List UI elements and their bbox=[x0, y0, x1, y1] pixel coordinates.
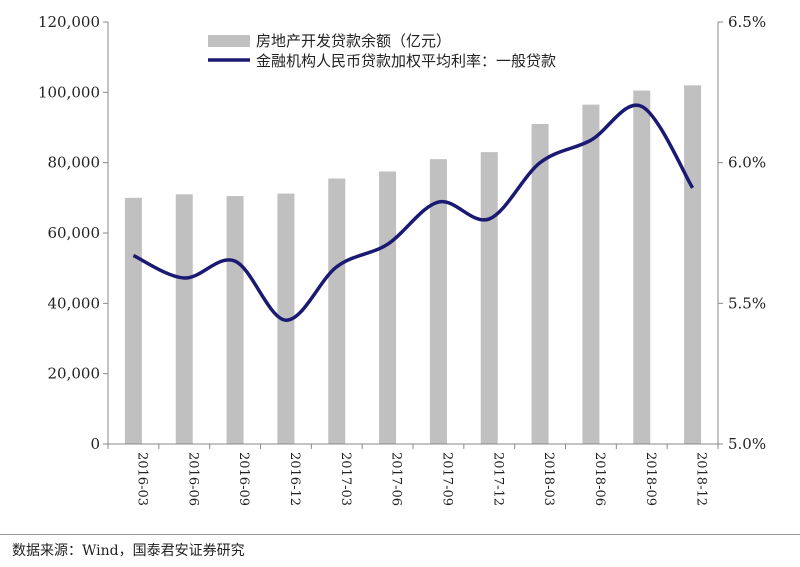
legend-label-bar: 房地产开发贷款余额（亿元） bbox=[256, 32, 451, 50]
legend-label-line: 金融机构人民币贷款加权平均利率：一般贷款 bbox=[256, 52, 556, 70]
x-tick-label: 2017-09 bbox=[439, 452, 454, 506]
x-tick-label: 2017-06 bbox=[389, 452, 404, 506]
bar bbox=[582, 104, 600, 445]
x-tick-label: 2016-06 bbox=[185, 452, 200, 506]
source-divider bbox=[0, 534, 800, 535]
right-tick-label: 5.5% bbox=[728, 294, 766, 312]
x-axis-ticks: 2016-03 2016-06 2016-09 2016-12 2017-03 2017-… bbox=[107, 444, 719, 506]
left-tick-label: 40,000 bbox=[48, 294, 101, 312]
x-tick-label: 2017-12 bbox=[490, 452, 505, 506]
right-tick-label: 6.5% bbox=[728, 13, 766, 31]
bar bbox=[429, 159, 447, 444]
dual-axis-chart: 020,00040,00060,00080,000100,000120,000 … bbox=[38, 13, 766, 506]
bar bbox=[531, 123, 549, 444]
bar bbox=[226, 196, 244, 444]
source-note: 数据来源：Wind，国泰君安证券研究 bbox=[12, 543, 245, 559]
right-tick-label: 6.0% bbox=[728, 154, 766, 172]
right-axis-ticks: 5.0% 5.5% 6.0% 6.5% bbox=[718, 13, 766, 453]
x-tick-label: 2018-03 bbox=[541, 452, 556, 506]
legend: 房地产开发贷款余额（亿元） 金融机构人民币贷款加权平均利率：一般贷款 bbox=[208, 32, 556, 70]
bar bbox=[124, 197, 142, 444]
x-tick-label: 2016-12 bbox=[287, 452, 302, 506]
x-tick-label: 2016-03 bbox=[134, 452, 149, 506]
left-tick-label: 120,000 bbox=[38, 13, 100, 31]
x-tick-label: 2018-12 bbox=[694, 452, 709, 506]
x-tick-label: 2016-09 bbox=[236, 452, 251, 506]
interest-rate-line bbox=[132, 103, 695, 322]
left-tick-label: 100,000 bbox=[38, 83, 100, 101]
bar bbox=[633, 90, 651, 444]
right-tick-label: 5.0% bbox=[728, 435, 766, 453]
bar-series bbox=[124, 85, 702, 445]
left-axis-ticks: 0 20,000 40,000 60,000 80,000 100,000 120,000 bbox=[38, 13, 108, 453]
line-series bbox=[132, 103, 695, 322]
bar bbox=[480, 152, 498, 444]
bar bbox=[379, 171, 397, 445]
x-tick-label: 2018-09 bbox=[643, 452, 658, 506]
legend-swatch-bar bbox=[208, 35, 250, 47]
x-tick-label: 2017-03 bbox=[338, 452, 353, 506]
bar bbox=[175, 194, 193, 444]
left-tick-label: 20,000 bbox=[48, 365, 101, 383]
left-tick-label: 80,000 bbox=[48, 154, 101, 172]
left-tick-label: 0 bbox=[90, 435, 100, 453]
axes bbox=[107, 22, 719, 445]
x-tick-label: 2018-06 bbox=[592, 452, 607, 506]
bar bbox=[684, 85, 702, 445]
left-tick-label: 60,000 bbox=[48, 224, 101, 242]
bar bbox=[328, 178, 346, 444]
